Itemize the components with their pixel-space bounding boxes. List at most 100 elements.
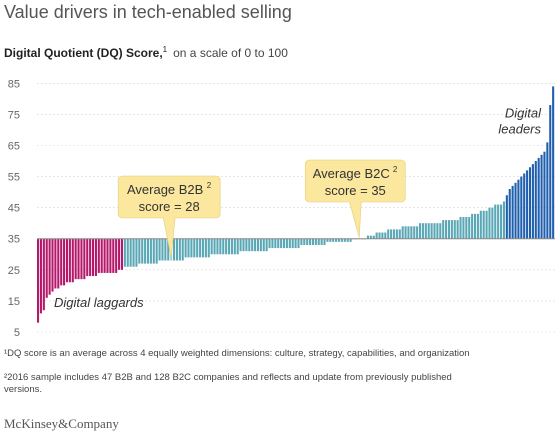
bar-middle	[340, 238, 343, 242]
bar-middle	[407, 226, 410, 239]
bar-middle	[164, 238, 167, 261]
bar-middle	[233, 238, 236, 255]
bar-middle	[227, 238, 231, 255]
bar-middle	[378, 232, 381, 239]
bar-digital-laggards	[106, 238, 109, 273]
bar-digital-leaders	[520, 176, 523, 239]
chart-title: Value drivers in tech-enabled selling	[4, 2, 292, 22]
bar-middle	[346, 238, 349, 242]
bar-digital-laggards	[74, 238, 77, 280]
bar-middle	[410, 226, 413, 239]
bar-middle	[135, 238, 138, 267]
bar-middle	[155, 238, 158, 264]
callout-b2b-line1: Average B2B	[127, 182, 203, 197]
bar-digital-laggards	[37, 238, 40, 323]
bar-middle	[332, 238, 335, 242]
bar-middle	[459, 216, 462, 239]
bar-middle	[369, 235, 372, 239]
bar-middle	[303, 238, 306, 245]
bar-middle	[242, 238, 245, 252]
bar-digital-leaders	[508, 189, 511, 239]
bar-middle	[337, 238, 341, 242]
bar-middle	[314, 238, 317, 245]
bar-middle	[181, 238, 184, 261]
bar-middle	[216, 238, 219, 255]
brand-logo-text: McKinsey&Company	[4, 416, 119, 431]
bar-middle	[401, 226, 404, 239]
y-tick-label: 55	[8, 172, 20, 184]
bar-middle	[349, 238, 352, 242]
bar-middle	[207, 238, 210, 258]
bar-middle	[430, 223, 433, 239]
bar-middle	[473, 213, 477, 239]
bar-middle	[126, 238, 129, 267]
bar-middle	[282, 238, 286, 249]
bar-digital-leaders	[552, 86, 555, 239]
bar-middle	[413, 226, 416, 239]
bar-middle	[158, 238, 161, 261]
bar-middle	[300, 238, 303, 245]
subtitle-sup: 1	[162, 45, 168, 54]
bar-middle	[442, 220, 445, 239]
bar-digital-laggards	[60, 238, 63, 286]
callout-b2b-line2: score = 28	[139, 199, 200, 214]
bar-digital-leaders	[514, 182, 517, 239]
bar-middle	[123, 238, 126, 267]
bar-middle	[416, 226, 419, 239]
label-digital-laggards: Digital laggards	[54, 295, 144, 310]
y-axis-ticks: 5 15 25 35 45 55 65 75 85	[8, 78, 20, 339]
bar-middle	[488, 207, 491, 239]
bar-digital-laggards	[71, 238, 74, 283]
bar-middle	[392, 229, 396, 239]
bar-middle	[453, 220, 456, 239]
bar-middle	[201, 238, 205, 258]
bar-middle	[320, 238, 323, 245]
bar-middle	[450, 220, 453, 239]
bar-middle	[387, 229, 390, 239]
bar-middle	[468, 216, 471, 239]
bar-middle	[210, 238, 213, 255]
subtitle-bold: Digital Quotient (DQ) Score,	[4, 46, 163, 60]
bar-digital-leaders	[531, 164, 534, 239]
bar-middle	[146, 238, 150, 264]
bar-middle	[329, 238, 332, 242]
bar-digital-laggards	[77, 238, 80, 280]
bar-digital-laggards	[39, 238, 42, 314]
bar-middle	[404, 226, 407, 239]
bar-middle	[479, 210, 482, 239]
bar-middle	[251, 238, 254, 252]
bar-middle	[436, 223, 439, 239]
callout-b2c-sup: 2	[393, 165, 398, 174]
callout-b2b-join	[164, 216, 175, 219]
bar-digital-laggards	[118, 238, 121, 270]
y-tick-label: 25	[8, 265, 20, 277]
bar-digital-leaders	[543, 151, 546, 239]
bar-middle	[213, 238, 216, 255]
bar-middle	[254, 238, 257, 252]
bar-middle	[494, 204, 497, 239]
bar-middle	[381, 232, 384, 239]
bar-digital-laggards	[97, 238, 100, 273]
bar-digital-laggards	[45, 238, 48, 298]
bar-middle	[173, 238, 176, 261]
bar-middle	[138, 238, 141, 264]
bar-digital-leaders	[526, 170, 529, 239]
bar-middle	[248, 238, 251, 252]
bar-middle	[184, 238, 187, 258]
bar-middle	[265, 238, 268, 252]
bars-group	[37, 86, 555, 323]
bar-middle	[193, 238, 196, 258]
bar-middle	[291, 238, 294, 249]
callout-b2c-join	[350, 200, 361, 203]
bar-digital-leaders	[537, 157, 540, 239]
bar-middle	[222, 238, 225, 255]
bar-digital-leaders	[546, 142, 549, 239]
footnote-1: ¹DQ score is an average across 4 equally…	[4, 348, 470, 359]
bar-middle	[144, 238, 147, 264]
footnote-2: ²2016 sample includes 47 B2B and 128 B2C…	[4, 372, 452, 395]
bar-digital-laggards	[83, 238, 86, 280]
bar-middle	[167, 238, 170, 261]
bar-middle	[476, 213, 479, 239]
bar-middle	[323, 238, 326, 245]
bar-middle	[236, 238, 239, 255]
